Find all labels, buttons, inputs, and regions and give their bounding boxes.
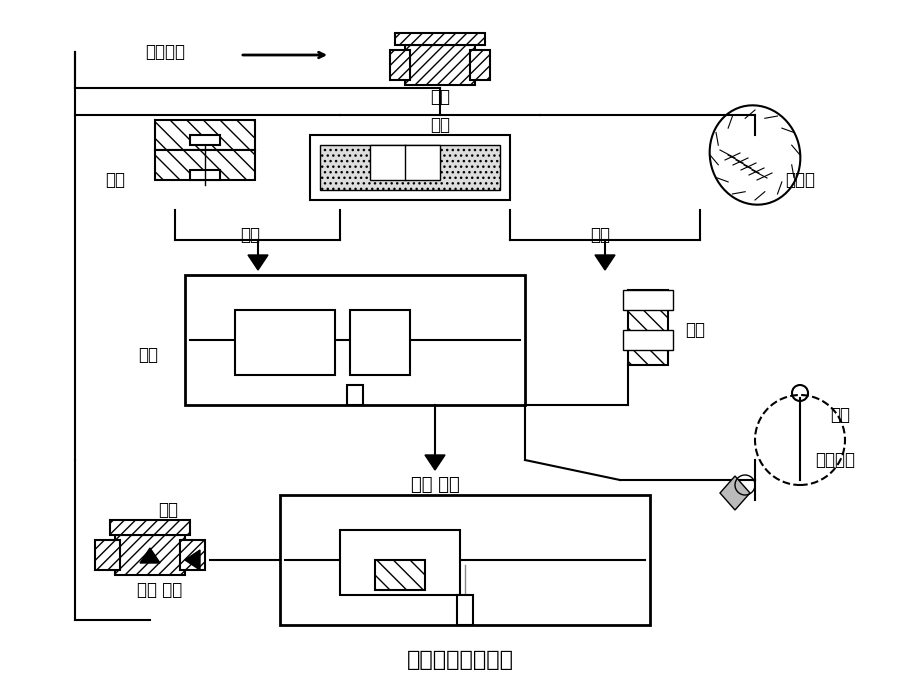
Bar: [628, 290, 667, 365]
Text: 落砂 清理: 落砂 清理: [137, 581, 183, 599]
Bar: [310, 135, 509, 200]
Bar: [234, 310, 335, 375]
Text: 造芯: 造芯: [589, 226, 609, 244]
Bar: [404, 45, 474, 85]
Bar: [622, 290, 673, 310]
Bar: [390, 50, 410, 80]
Text: 木模: 木模: [105, 171, 125, 189]
Bar: [190, 170, 220, 180]
Bar: [154, 150, 255, 180]
Bar: [285, 565, 644, 620]
Bar: [190, 135, 220, 145]
Bar: [394, 33, 484, 45]
Bar: [375, 560, 425, 590]
Bar: [369, 145, 439, 180]
Bar: [190, 345, 519, 400]
Text: 铸件: 铸件: [158, 501, 177, 519]
Bar: [320, 145, 499, 190]
Polygon shape: [595, 255, 614, 270]
Bar: [115, 535, 185, 575]
Bar: [346, 385, 363, 405]
Text: 铸型: 铸型: [138, 346, 158, 364]
Bar: [285, 510, 644, 565]
Text: 零件: 零件: [429, 88, 449, 106]
Text: 制砂: 制砂: [429, 116, 449, 134]
Bar: [457, 595, 472, 625]
Bar: [470, 50, 490, 80]
Polygon shape: [425, 455, 445, 470]
Text: 机械加工: 机械加工: [145, 43, 185, 61]
Bar: [349, 310, 410, 375]
Bar: [622, 330, 673, 350]
Text: 砂型铸造工艺过程: 砂型铸造工艺过程: [406, 650, 513, 670]
Polygon shape: [140, 548, 160, 563]
Bar: [279, 495, 650, 625]
Bar: [95, 540, 119, 570]
Text: 熔化金属: 熔化金属: [814, 451, 854, 469]
Bar: [340, 530, 460, 595]
Text: 型芯: 型芯: [685, 321, 704, 339]
Bar: [185, 275, 525, 405]
Polygon shape: [720, 476, 749, 510]
Bar: [154, 120, 255, 150]
Text: 型芯盒: 型芯盒: [784, 171, 814, 189]
Bar: [180, 540, 205, 570]
Bar: [190, 290, 519, 345]
Text: 造型: 造型: [240, 226, 260, 244]
Text: 合箱 浇注: 合箱 浇注: [410, 476, 459, 494]
Text: 熔炉: 熔炉: [829, 406, 849, 424]
Polygon shape: [248, 255, 267, 270]
Polygon shape: [185, 550, 199, 570]
Bar: [110, 520, 190, 535]
